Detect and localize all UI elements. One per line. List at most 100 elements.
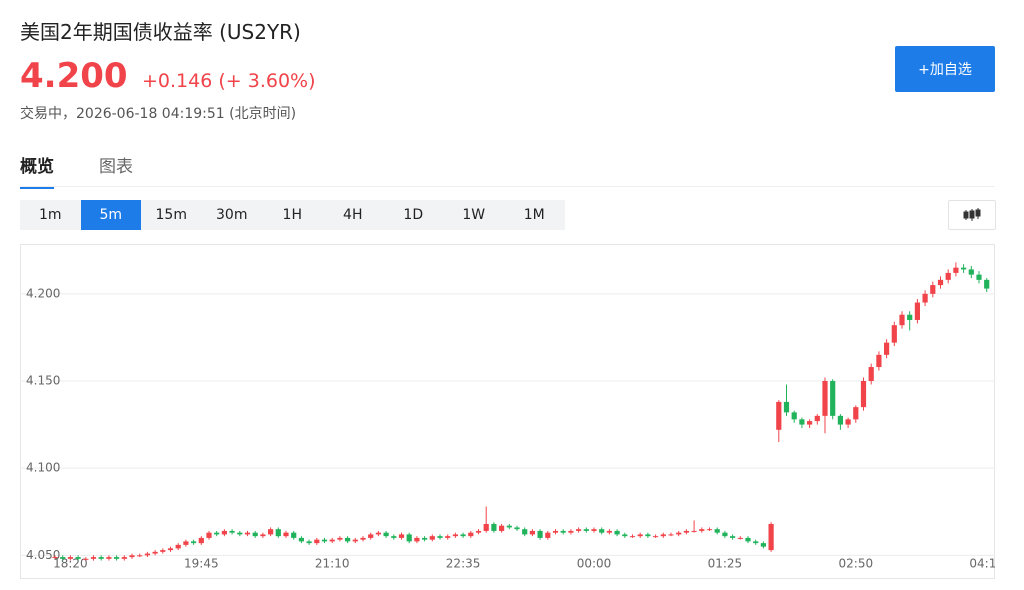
- x-tick-label: 02:50: [839, 557, 874, 571]
- candle-body: [568, 530, 574, 533]
- candle-body: [714, 529, 720, 533]
- candle-body: [653, 536, 659, 538]
- candle-body: [637, 534, 643, 537]
- candle-body: [814, 415, 820, 422]
- period-button[interactable]: 5m: [80, 200, 141, 230]
- candle-body: [776, 401, 782, 430]
- period-button[interactable]: 4H: [343, 207, 363, 223]
- period-button[interactable]: 1D: [403, 207, 424, 223]
- candle-body: [722, 532, 728, 537]
- candle-body: [953, 267, 959, 273]
- candle-body: [352, 539, 358, 542]
- candle-body: [252, 532, 258, 537]
- candle-body: [375, 532, 381, 535]
- tab[interactable]: 概览: [20, 152, 54, 189]
- candle-body: [537, 530, 543, 538]
- y-tick-label: 4.100: [26, 461, 60, 475]
- candle-body: [830, 380, 836, 416]
- candle-body: [429, 536, 435, 540]
- candle-body: [937, 279, 944, 286]
- candle-body: [907, 314, 913, 320]
- candle-body: [591, 529, 597, 531]
- candle-body: [198, 537, 204, 544]
- candle-body: [783, 401, 790, 413]
- candle-body: [837, 415, 843, 425]
- candle-body: [229, 530, 235, 533]
- candle-body: [514, 527, 520, 530]
- candle-body: [183, 541, 189, 545]
- candle-body: [945, 272, 951, 280]
- candle-body: [221, 530, 227, 535]
- period-button[interactable]: 1M: [523, 207, 545, 223]
- candle-body: [452, 534, 458, 537]
- period-button[interactable]: 30m: [216, 207, 248, 223]
- candle-body: [337, 537, 343, 540]
- candle-body: [706, 529, 713, 531]
- candle-body: [668, 534, 674, 536]
- x-tick-label: 18:20: [53, 557, 88, 571]
- candle-body: [414, 537, 420, 542]
- candle-body: [968, 269, 974, 275]
- candle-body: [83, 558, 89, 560]
- x-tick-label: 22:35: [446, 557, 481, 571]
- candle-body: [622, 534, 628, 537]
- period-button[interactable]: 1W: [462, 207, 486, 223]
- candle-body: [52, 557, 58, 559]
- candle-body: [614, 530, 620, 535]
- candle-body: [460, 534, 466, 537]
- x-tick-label: 19:45: [184, 557, 219, 571]
- period-button[interactable]: 1m: [38, 207, 62, 223]
- add-watchlist-button[interactable]: +加自选: [895, 46, 995, 92]
- candle-body: [506, 525, 512, 528]
- candle-body: [930, 285, 936, 294]
- candle-body: [914, 302, 920, 320]
- x-tick-label: 01:25: [708, 557, 743, 571]
- candle-body: [499, 525, 505, 531]
- price: 4.200: [20, 56, 128, 96]
- period-button[interactable]: 15m: [155, 207, 187, 223]
- candle-body: [645, 534, 651, 537]
- candle-body: [60, 557, 66, 559]
- tab[interactable]: 图表: [99, 157, 133, 177]
- candle-body: [275, 529, 281, 537]
- x-tick-label: 00:00: [577, 557, 612, 571]
- candle-body: [560, 530, 566, 533]
- candle-body: [437, 536, 443, 538]
- chart-frame: [20, 244, 995, 579]
- candle-body: [152, 551, 158, 554]
- candle-body: [583, 529, 589, 531]
- candle-body: [160, 550, 166, 552]
- chart: 4.050 4.100 4.150 4.200 18:20 19:45 21:10 22:35…: [20, 244, 995, 579]
- candle-icon: [963, 208, 981, 221]
- candle-body: [206, 532, 212, 538]
- candle-body: [237, 532, 243, 535]
- y-tick-label: 4.200: [26, 286, 60, 300]
- candle-body: [329, 539, 335, 542]
- candle-body: [984, 279, 990, 289]
- candle-body: [214, 532, 220, 535]
- candle-body: [383, 532, 389, 537]
- candle-body: [753, 541, 759, 544]
- candle-body: [75, 557, 81, 559]
- candle-body: [67, 557, 73, 559]
- candle-body: [475, 530, 482, 533]
- candle-body: [406, 534, 412, 542]
- candle-body: [791, 412, 797, 420]
- candle-body: [298, 537, 304, 542]
- period-button[interactable]: 1H: [282, 207, 302, 223]
- candle-body: [191, 541, 197, 544]
- candle-body: [876, 354, 882, 368]
- candle-body: [676, 532, 682, 535]
- divider: [20, 186, 995, 187]
- candle-body: [260, 534, 266, 537]
- candle-body: [129, 555, 135, 558]
- candle-body: [314, 539, 320, 544]
- candle-body: [244, 532, 251, 535]
- candle-body: [167, 548, 174, 551]
- candle-body: [899, 314, 905, 326]
- candle-body: [137, 555, 143, 557]
- candle-body: [768, 523, 774, 551]
- chart-type-button[interactable]: [948, 200, 996, 230]
- candle-body: [445, 536, 451, 538]
